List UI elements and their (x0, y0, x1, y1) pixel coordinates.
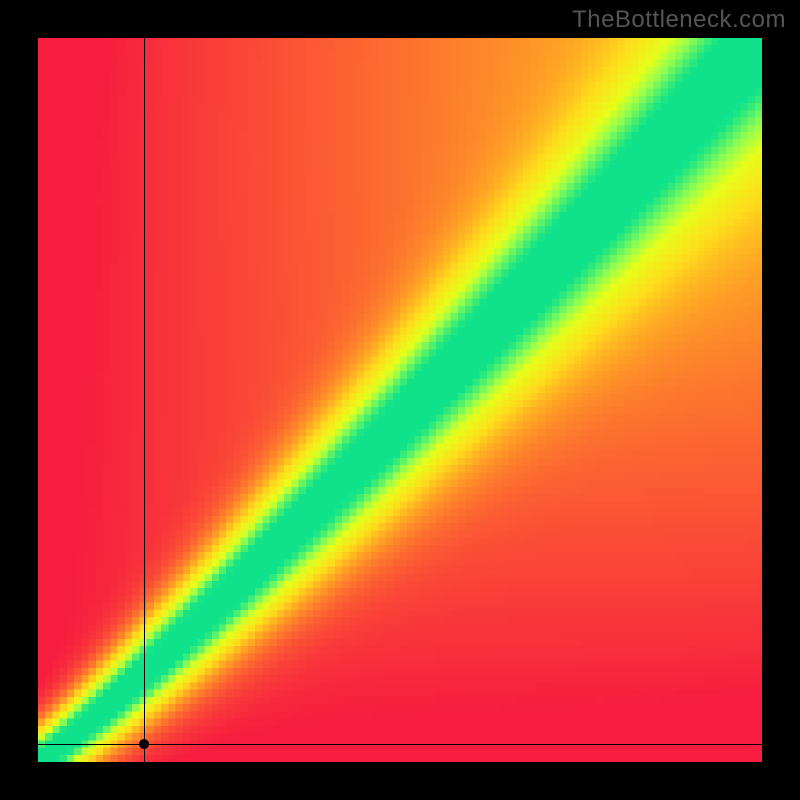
heatmap-plot (38, 38, 762, 762)
crosshair-vertical (144, 38, 145, 762)
heatmap-canvas (38, 38, 762, 762)
marker-dot (139, 739, 149, 749)
watermark-text: TheBottleneck.com (572, 6, 786, 34)
